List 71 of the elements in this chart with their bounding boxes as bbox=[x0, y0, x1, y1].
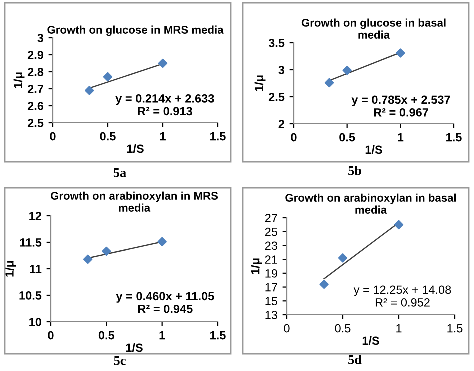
point bbox=[83, 254, 93, 264]
x-tick-label: 1.5 bbox=[210, 132, 226, 141]
point bbox=[158, 58, 168, 68]
x-tick-label: 1 bbox=[160, 132, 166, 141]
y-tick-label: 11.5 bbox=[20, 238, 42, 247]
y-axis-title: 1/μ bbox=[14, 72, 25, 88]
annotation: y = 0.785x + 2.537 R² = 0.967 bbox=[352, 96, 450, 117]
x-axis-title: 1/S bbox=[362, 336, 380, 346]
annotation: y = 12.25x + 14.08 R² = 0.952 bbox=[354, 286, 452, 307]
y-tick-label: 3.5 bbox=[268, 39, 285, 48]
y-tick-label: 15 bbox=[266, 297, 278, 306]
y-axis-title: 1/μ bbox=[251, 258, 262, 274]
y-tick-label: 27 bbox=[265, 214, 278, 222]
y-tick-label: 2.5 bbox=[28, 119, 44, 128]
x-tick-label: 1.5 bbox=[448, 324, 463, 333]
y-axis-title: 1/μ bbox=[5, 261, 16, 277]
y-tick-label: 21 bbox=[265, 256, 278, 264]
point bbox=[158, 237, 167, 247]
text: 5a bbox=[114, 168, 126, 178]
y-tick-label: 12 bbox=[30, 212, 42, 220]
x-tick-label: 0.5 bbox=[98, 331, 115, 340]
point bbox=[102, 246, 112, 256]
chart-title: Growth on glucose in basal media bbox=[302, 18, 446, 39]
y-axis-title: 1/μ bbox=[254, 76, 266, 92]
chart-title: Growth on glucose in MRS media bbox=[48, 26, 224, 36]
x-tick-label: 0 bbox=[291, 133, 297, 142]
y-tick-label: 13 bbox=[266, 311, 278, 320]
y-tick-label: 2.8 bbox=[28, 68, 44, 76]
text: 5b bbox=[348, 166, 362, 176]
y-tick-label: 19 bbox=[266, 269, 278, 278]
point bbox=[103, 72, 113, 82]
text: 5d bbox=[348, 355, 362, 364]
chart-title: Growth on arabinoxylan in basal media bbox=[286, 194, 456, 214]
y-tick-label: 10.5 bbox=[20, 292, 42, 300]
x-tick-label: 1 bbox=[396, 324, 402, 333]
y-tick-label: 2.5 bbox=[268, 93, 285, 102]
x-tick-label: 1.5 bbox=[210, 331, 226, 340]
x-axis-title: 1/S bbox=[126, 343, 143, 352]
point bbox=[396, 48, 406, 58]
annotation: y = 0.460x + 11.05 R² = 0.945 bbox=[116, 292, 214, 314]
point bbox=[342, 66, 352, 76]
y-tick-label: 2.9 bbox=[28, 51, 44, 60]
y-tick-label: 2 bbox=[278, 120, 284, 128]
x-tick-label: 0.5 bbox=[340, 133, 356, 142]
x-tick-label: 0 bbox=[50, 132, 56, 141]
y-tick-label: 10 bbox=[30, 318, 42, 326]
y-tick-label: 3 bbox=[38, 34, 44, 42]
text: 5c bbox=[114, 356, 126, 366]
y-tick-label: 2.7 bbox=[28, 85, 44, 94]
y-tick-label: 23 bbox=[265, 242, 278, 250]
y-tick-label: 11 bbox=[30, 265, 42, 274]
x-tick-label: 0.5 bbox=[100, 132, 116, 141]
x-axis-title: 1/S bbox=[127, 144, 144, 154]
annotation: y = 0.214x + 2.633 R² = 0.913 bbox=[116, 94, 214, 116]
x-tick-label: 0 bbox=[48, 331, 54, 340]
y-tick-label: 3 bbox=[278, 66, 285, 74]
point bbox=[324, 78, 334, 88]
x-tick-label: 1 bbox=[160, 331, 166, 340]
x-tick-label: 1 bbox=[398, 133, 404, 142]
x-tick-label: 0 bbox=[284, 324, 290, 333]
point bbox=[338, 254, 348, 263]
point bbox=[320, 280, 329, 290]
x-axis-title: 1/S bbox=[366, 145, 382, 154]
point bbox=[85, 86, 94, 96]
y-tick-label: 17 bbox=[266, 283, 278, 292]
chart-title: Growth on arabinoxylan in MRS media bbox=[51, 192, 218, 212]
point bbox=[394, 220, 404, 230]
y-tick-label: 25 bbox=[265, 228, 278, 236]
y-tick-label: 2.6 bbox=[28, 102, 44, 110]
x-tick-label: 0.5 bbox=[335, 324, 351, 333]
x-tick-label: 1.5 bbox=[446, 133, 462, 142]
